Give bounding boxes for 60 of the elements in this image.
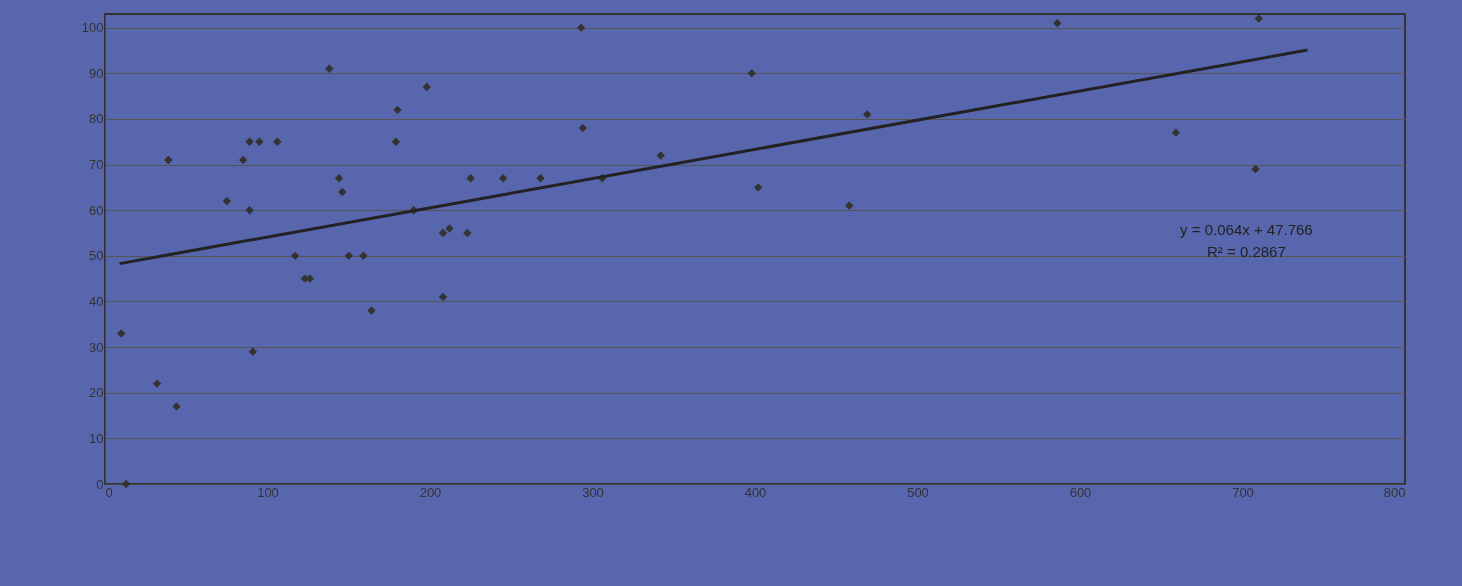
point xyxy=(754,183,763,192)
y-tick-label: 70 xyxy=(89,157,104,173)
x-tick-label: 500 xyxy=(907,484,929,500)
annotation: R² = 0.2867 xyxy=(1206,243,1286,261)
point xyxy=(862,110,872,119)
point xyxy=(578,123,587,133)
point xyxy=(290,251,300,261)
point xyxy=(117,329,126,338)
point xyxy=(325,64,334,73)
point xyxy=(845,201,854,210)
point xyxy=(359,251,368,261)
point xyxy=(438,228,448,238)
y-tick-label: 40 xyxy=(89,293,104,309)
point xyxy=(536,174,545,183)
y-tick-label: 20 xyxy=(89,385,104,401)
point xyxy=(172,402,181,411)
point xyxy=(498,174,508,183)
point xyxy=(1251,164,1260,174)
point xyxy=(245,206,254,215)
point xyxy=(367,306,376,315)
x-tick-label: 800 xyxy=(1383,484,1406,500)
annotation: y = 0.064x + 47.766 xyxy=(1180,221,1313,239)
x-tick-label: 700 xyxy=(1232,484,1254,500)
y-tick-label: 90 xyxy=(89,65,104,81)
point xyxy=(1053,18,1062,28)
y-tick-label: 100 xyxy=(81,20,104,36)
point xyxy=(576,23,586,32)
point xyxy=(1171,128,1181,137)
point xyxy=(445,224,454,233)
point xyxy=(1254,14,1263,23)
y-tick-label: 60 xyxy=(89,202,104,218)
point xyxy=(334,174,344,183)
x-tick-label: 300 xyxy=(582,484,604,500)
x-tick-label: 600 xyxy=(1069,484,1092,500)
y-tick-label: 10 xyxy=(89,430,104,446)
point xyxy=(338,187,347,197)
y-tick-label: 30 xyxy=(89,339,104,355)
point xyxy=(747,69,756,78)
point xyxy=(255,137,264,146)
point xyxy=(463,228,472,238)
point xyxy=(344,251,353,261)
point xyxy=(466,174,475,183)
point xyxy=(248,347,258,356)
point xyxy=(238,155,248,165)
point xyxy=(152,379,162,388)
y-tick-label: 80 xyxy=(89,111,104,127)
point xyxy=(273,137,282,146)
point xyxy=(656,151,665,160)
x-tick-label: 400 xyxy=(744,484,767,500)
y-tick-label: 50 xyxy=(89,248,104,264)
point xyxy=(245,137,254,146)
point xyxy=(164,155,173,165)
point xyxy=(391,137,401,146)
point xyxy=(438,292,448,302)
point xyxy=(393,105,402,115)
x-tick-label: 100 xyxy=(257,484,279,500)
x-tick-label: 200 xyxy=(419,484,442,500)
point xyxy=(222,196,232,206)
point xyxy=(422,82,431,92)
point xyxy=(121,479,131,489)
